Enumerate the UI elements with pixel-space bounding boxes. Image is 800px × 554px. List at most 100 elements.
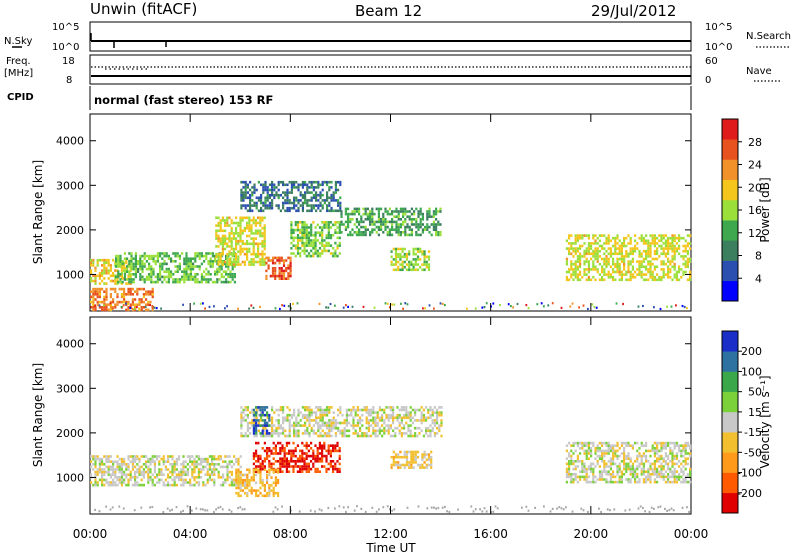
velocity-cell <box>321 424 324 427</box>
velocity-cell <box>433 406 436 409</box>
velocity-cell <box>235 471 238 474</box>
power-cell <box>259 219 262 222</box>
velocity-cell <box>273 429 276 433</box>
power-cell <box>220 275 223 279</box>
velocity-cell <box>255 441 258 445</box>
velocity-cell <box>429 413 432 417</box>
velocity-cell <box>440 411 443 414</box>
velocity-cell <box>299 470 302 473</box>
power-cell <box>151 295 154 299</box>
power-cell <box>336 226 339 229</box>
velocity-cell <box>292 454 295 458</box>
velocity-cell <box>217 455 220 458</box>
power-cell <box>90 290 93 293</box>
power-ground-cell <box>428 304 431 307</box>
power-cell <box>669 260 672 263</box>
power-ground-cell <box>391 303 393 306</box>
velocity-cell <box>590 467 593 471</box>
power-cell <box>242 199 245 202</box>
power-cell <box>303 249 306 253</box>
velocity-cell <box>219 483 222 487</box>
velocity-ground-cell <box>430 506 433 509</box>
velocity-cell <box>249 411 252 414</box>
velocity-cell <box>202 465 205 469</box>
velocity-cell <box>260 419 263 422</box>
velocity-cell <box>173 463 176 466</box>
velocity-cell <box>671 457 674 460</box>
power-cell <box>103 269 106 272</box>
velocity-cell <box>292 452 295 455</box>
power-cell <box>150 270 153 273</box>
power-cell <box>295 180 298 184</box>
velocity-cell <box>374 434 377 438</box>
velocity-cell <box>436 416 439 420</box>
power-cell <box>572 273 575 276</box>
power-cell <box>159 273 162 276</box>
velocity-cell <box>387 416 390 420</box>
velocity-cell <box>585 475 588 479</box>
power-cell <box>680 268 683 271</box>
velocity-cell <box>587 467 590 471</box>
velocity-cell <box>629 473 632 476</box>
power-cell <box>295 199 298 202</box>
power-cell <box>209 273 212 276</box>
velocity-cell <box>627 457 630 460</box>
velocity-cell <box>242 408 245 412</box>
velocity-cell <box>410 461 413 464</box>
power-cell <box>235 263 238 266</box>
power-cell <box>645 278 648 282</box>
velocity-cell <box>682 447 685 450</box>
power-cell <box>410 231 413 234</box>
power-cell <box>636 260 639 263</box>
velocity-cell <box>261 406 264 409</box>
power-cell <box>647 270 650 274</box>
power-cell <box>198 257 201 260</box>
power-cell <box>596 236 599 240</box>
power-cell <box>96 258 99 262</box>
velocity-cell <box>252 476 255 479</box>
velocity-cell <box>246 478 249 482</box>
velocity-cell <box>638 447 641 450</box>
power-cell <box>207 278 210 281</box>
power-ground-cell <box>507 303 510 306</box>
power-cell <box>235 252 238 256</box>
power-cell <box>139 257 142 260</box>
power-cell <box>682 273 685 276</box>
velocity-cell <box>336 444 339 447</box>
power-cell <box>221 229 224 233</box>
power-cell <box>176 278 179 281</box>
velocity-cell <box>94 457 97 461</box>
velocity-cell <box>343 421 346 425</box>
velocity-cell <box>570 444 573 447</box>
velocity-cell <box>277 408 280 412</box>
velocity-cell <box>230 460 233 463</box>
power-cell <box>392 263 395 266</box>
velocity-cell <box>399 466 402 469</box>
power-cell <box>414 252 417 256</box>
velocity-cell <box>383 419 386 422</box>
velocity-cell <box>345 429 348 433</box>
velocity-cell <box>116 460 119 463</box>
power-cell <box>607 239 610 243</box>
velocity-cell <box>631 473 634 476</box>
velocity-cell <box>295 419 298 422</box>
velocity-cell <box>169 470 172 474</box>
velocity-cell <box>686 462 689 466</box>
power-cell <box>251 209 254 213</box>
power-cell <box>675 275 678 279</box>
power-cell <box>689 278 692 282</box>
velocity-cell <box>581 465 584 468</box>
velocity-cell <box>579 452 582 455</box>
power-cell <box>263 237 266 240</box>
power-cell <box>347 212 350 216</box>
power-cell <box>316 252 319 255</box>
power-cell <box>317 180 320 184</box>
velocity-cell <box>120 478 123 482</box>
velocity-cell <box>233 455 236 458</box>
power-cell <box>656 236 659 240</box>
velocity-cell <box>131 460 134 463</box>
power-cell <box>572 270 575 274</box>
velocity-cell <box>94 463 97 466</box>
power-cell <box>131 308 134 312</box>
velocity-cell <box>689 444 692 447</box>
